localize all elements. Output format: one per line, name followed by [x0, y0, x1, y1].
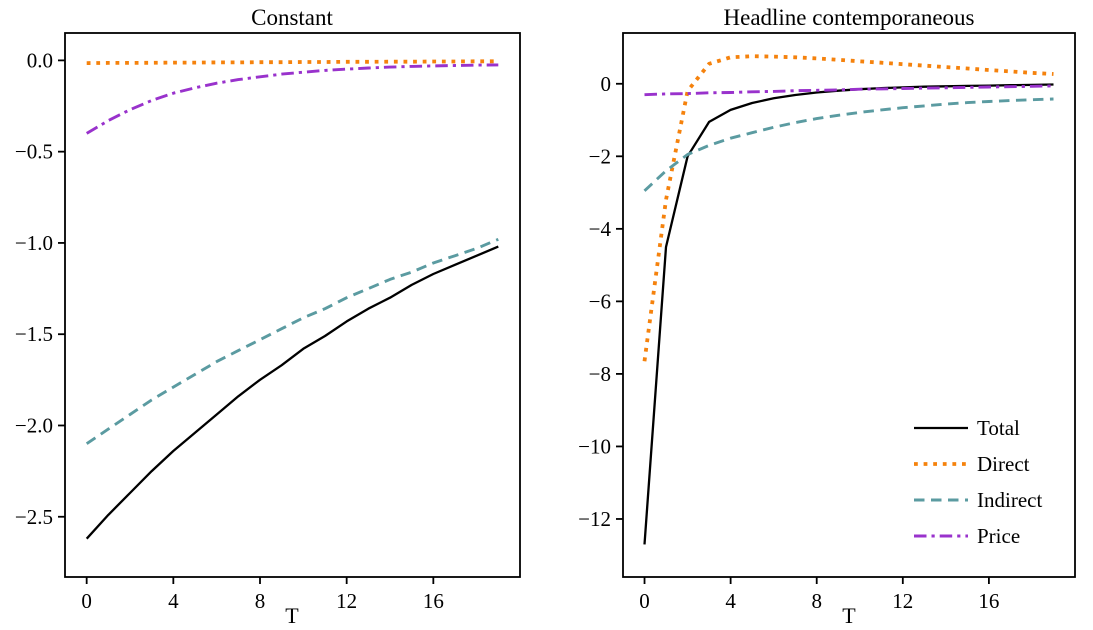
x-tick-label: 16	[978, 589, 999, 613]
x-tick-label: 16	[423, 589, 444, 613]
legend-label-indirect: Indirect	[977, 488, 1042, 512]
series-line-direct	[86, 59, 499, 65]
series-line-price	[85, 63, 499, 135]
series-line-price	[644, 84, 1054, 97]
panel-title-headline: Headline contemporaneous	[724, 5, 975, 30]
plot-border	[622, 32, 1076, 578]
series-line-indirect	[643, 97, 1054, 192]
x-tick-label: 4	[725, 589, 736, 613]
x-tick-label: 4	[168, 589, 179, 613]
series-line-direct	[642, 54, 1054, 362]
y-tick-label: −2.5	[15, 505, 53, 529]
x-tick-label: 0	[639, 589, 650, 613]
y-tick-label: −4	[589, 217, 612, 241]
series-line-total	[85, 245, 499, 540]
x-axis-label-headline: T	[842, 603, 856, 628]
y-tick-label: −1.0	[15, 231, 53, 255]
y-tick-label: 0.0	[27, 48, 53, 72]
panel-title-constant: Constant	[251, 5, 333, 30]
x-tick-label: 8	[811, 589, 822, 613]
x-axis-label-constant: T	[285, 603, 299, 628]
x-tick-label: 12	[892, 589, 913, 613]
legend: Total Direct Indirect Price	[914, 416, 1042, 548]
chart-constant: Constant T 0 4 8 12 16 0.0 −0.5 −1.0 −1.5 −2.0 −2.…	[15, 5, 521, 628]
y-tick-label: −1.5	[15, 322, 53, 346]
plot-border	[64, 32, 521, 578]
x-tick-label: 0	[81, 589, 92, 613]
y-tick-label: −0.5	[15, 140, 53, 164]
panel-constant: Constant T 0 4 8 12 16 0.0 −0.5 −1.0 −1.5 −2.0 −2.…	[0, 0, 546, 630]
y-tick-label: −12	[578, 507, 611, 531]
y-tick-label: −10	[578, 434, 611, 458]
legend-label-direct: Direct	[977, 452, 1030, 476]
x-tick-label: 12	[336, 589, 357, 613]
legend-label-total: Total	[977, 416, 1020, 440]
y-tick-label: −2.0	[15, 413, 53, 437]
y-tick-label: 0	[601, 72, 612, 96]
y-tick-label: −6	[589, 289, 611, 313]
panel-headline: Headline contemporaneous T 0 4 8 12 16 0 −2 −4 −…	[546, 0, 1092, 630]
y-tick-label: −2	[589, 144, 611, 168]
legend-label-price: Price	[977, 524, 1020, 548]
y-tick-label: −8	[589, 362, 611, 386]
chart-headline: Headline contemporaneous T 0 4 8 12 16 0 −2 −4 −…	[578, 5, 1076, 628]
series-line-indirect	[85, 237, 499, 445]
x-tick-label: 8	[255, 589, 266, 613]
